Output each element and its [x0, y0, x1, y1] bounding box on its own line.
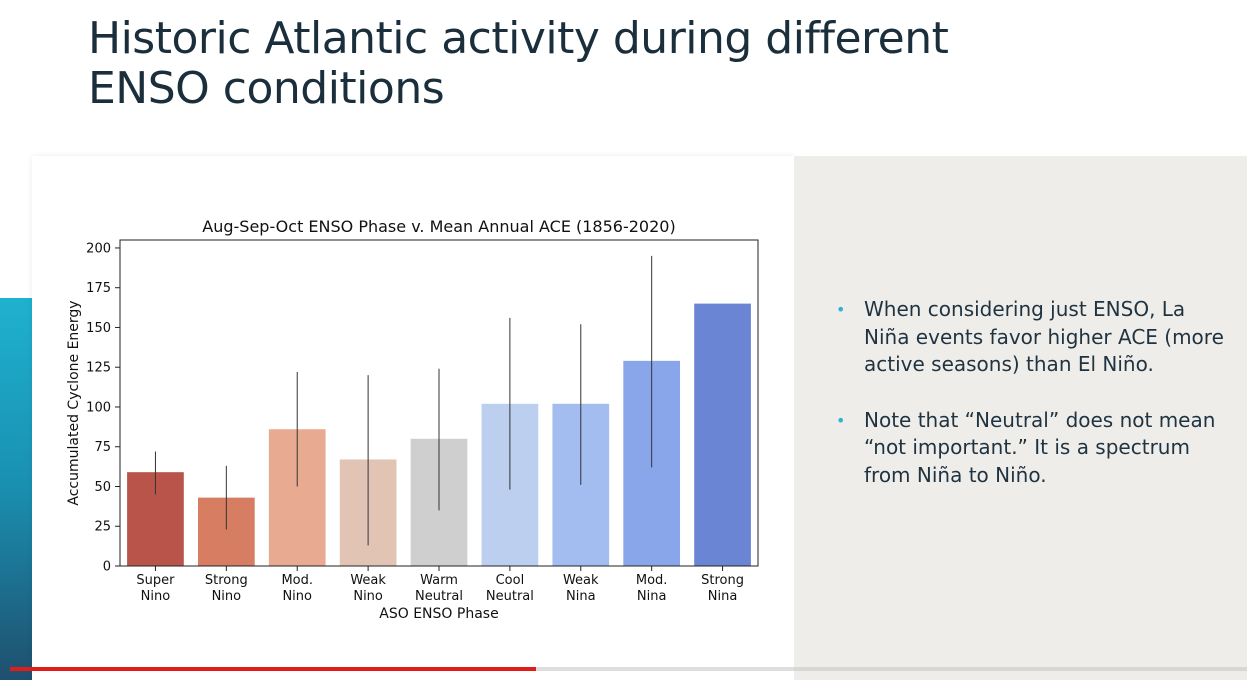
x-tick-label: Nino [282, 589, 312, 604]
x-tick-label: Strong [701, 573, 744, 588]
bullet-dot-icon: • [836, 410, 846, 430]
x-tick-label: Weak [563, 573, 599, 588]
y-tick-label: 25 [94, 520, 111, 535]
y-tick-label: 100 [86, 400, 111, 415]
chart-title: Aug-Sep-Oct ENSO Phase v. Mean Annual AC… [202, 217, 675, 236]
x-tick-label: Mod. [281, 573, 313, 588]
video-progress-fill [10, 667, 536, 671]
y-axis-label: Accumulated Cyclone Energy [66, 300, 82, 505]
y-tick-label: 125 [86, 361, 111, 376]
y-tick-label: 150 [86, 321, 111, 336]
slide-title-line-2: ENSO conditions [88, 63, 445, 114]
x-tick-label: Super [136, 573, 175, 588]
bullet-dot-icon: • [836, 300, 846, 319]
slide-title-line-1: Historic Atlantic activity during differ… [88, 13, 949, 64]
x-tick-label: Neutral [415, 589, 463, 604]
bullet-item: • When considering just ENSO, La Niña ev… [834, 296, 1234, 379]
y-tick-label: 75 [94, 440, 111, 455]
x-tick-label: Mod. [636, 573, 668, 588]
x-axis-label: ASO ENSO Phase [379, 606, 498, 622]
bullet-text: When considering just ENSO, La Niña even… [864, 297, 1224, 376]
x-tick-label: Nino [212, 589, 242, 604]
x-tick-label: Warm [420, 573, 458, 588]
x-tick-label: Neutral [486, 589, 534, 604]
ace-bar-chart: Aug-Sep-Oct ENSO Phase v. Mean Annual AC… [66, 217, 759, 622]
x-tick-label: Nina [708, 589, 738, 604]
accent-bar [0, 298, 32, 680]
bullet-text: Note that “Neutral” does not mean “not i… [864, 407, 1216, 487]
y-tick-label: 175 [86, 281, 111, 296]
y-tick-label: 0 [103, 560, 111, 575]
x-tick-label: Nina [637, 589, 667, 604]
x-tick-label: Cool [496, 573, 525, 588]
bullet-item: • Note that “Neutral” does not mean “not… [834, 407, 1234, 490]
video-progress-track[interactable] [10, 667, 1247, 671]
bar [694, 303, 751, 566]
chart-panel: Aug-Sep-Oct ENSO Phase v. Mean Annual AC… [32, 156, 794, 680]
x-tick-label: Nino [353, 589, 383, 604]
x-tick-label: Strong [205, 573, 248, 588]
x-tick-label: Weak [350, 573, 386, 588]
bullet-panel: • When considering just ENSO, La Niña ev… [794, 156, 1247, 680]
y-tick-label: 50 [94, 480, 111, 495]
y-tick-label: 200 [86, 241, 111, 256]
plot-frame [119, 239, 759, 567]
x-tick-label: Nina [566, 589, 596, 604]
bullet-list: • When considering just ENSO, La Niña ev… [834, 296, 1234, 517]
slide-title: Historic Atlantic activity during differ… [88, 14, 1088, 114]
x-tick-label: Nino [141, 589, 171, 604]
